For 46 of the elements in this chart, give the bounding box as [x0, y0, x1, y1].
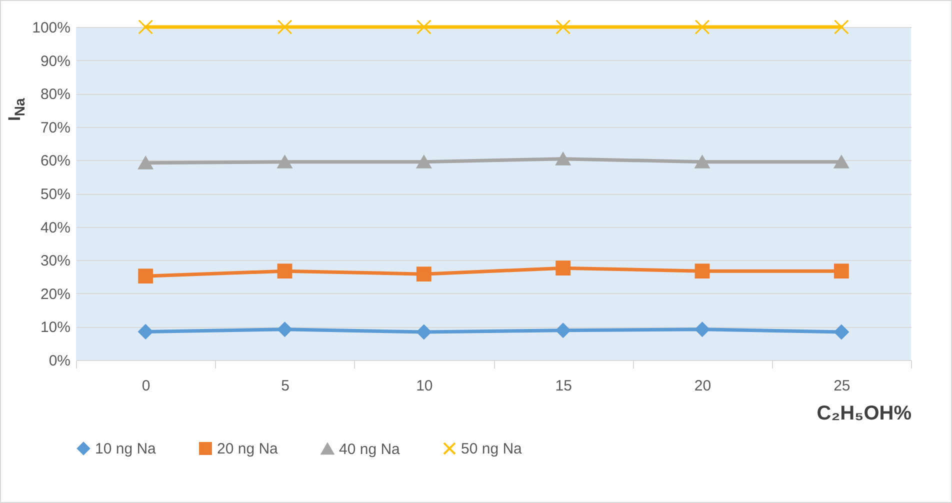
point — [138, 324, 154, 340]
legend-label: 40 ng Na — [339, 440, 401, 458]
x-axis-title: C₂H₅OH% — [816, 402, 912, 424]
point — [694, 322, 710, 337]
point — [834, 324, 849, 340]
point — [277, 322, 292, 337]
x-tick-label: 20 — [694, 378, 712, 394]
y-tick-label: 70% — [40, 119, 70, 136]
legend-label: 50 ng Na — [461, 440, 523, 458]
x-tick-label: 10 — [416, 378, 433, 394]
x-tick-label: 0 — [142, 378, 150, 394]
point — [277, 264, 292, 279]
x-tick-label: 15 — [555, 378, 572, 394]
point — [694, 264, 710, 279]
point — [556, 152, 571, 166]
point — [277, 155, 292, 168]
point — [556, 260, 571, 276]
point — [834, 155, 849, 168]
y-tick-label: 40% — [40, 219, 70, 236]
y-tick-label: 90% — [40, 52, 70, 70]
y-tick-label: 80% — [40, 86, 70, 104]
point — [416, 266, 432, 282]
point — [138, 268, 154, 284]
legend-label: 20 ng Na — [217, 440, 279, 458]
point — [416, 324, 432, 340]
point — [277, 20, 292, 34]
point — [694, 20, 710, 34]
x-tick-label: 5 — [281, 378, 290, 394]
point — [556, 20, 571, 34]
point — [556, 322, 571, 338]
point — [138, 156, 154, 170]
y-tick-label: 100% — [32, 20, 70, 36]
point — [694, 155, 710, 168]
point — [416, 20, 432, 34]
y-tick-label: 0% — [48, 352, 70, 370]
y-tick-label: 30% — [40, 252, 70, 270]
point — [416, 155, 432, 168]
point — [138, 20, 154, 34]
point — [834, 264, 849, 279]
legend-label: 10 ng Na — [95, 440, 157, 458]
x-tick-label: 25 — [834, 378, 850, 394]
y-tick-label: 60% — [40, 152, 70, 170]
point — [834, 20, 849, 34]
y-tick-label: 20% — [40, 286, 70, 303]
y-tick-label: 10% — [40, 319, 70, 336]
y-tick-label: 50% — [40, 186, 70, 203]
